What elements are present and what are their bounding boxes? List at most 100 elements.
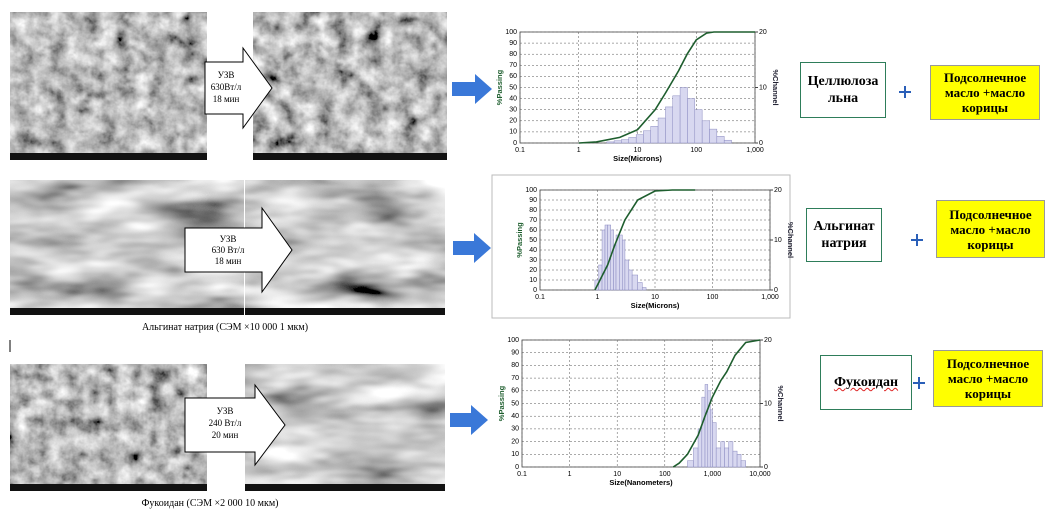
x-tick-label: 10 [613,471,621,478]
y-tick-label: 30 [529,257,537,264]
histogram-bar [672,95,681,144]
passing-curve [578,31,755,144]
y-tick-label: 0 [533,287,537,294]
x-tick-label: 1 [596,294,600,301]
caption: Альгинат натрия (СЭМ ×10 000 1 мкм) [141,322,309,333]
histogram-bar [635,134,644,144]
treatment: 240 Вт/л [209,418,242,428]
treatment: 20 мин [212,430,239,440]
y-tick-label: 10 [511,451,519,458]
histogram-bar [619,234,623,291]
y2-tick-label: 20 [759,29,767,36]
treatment: 630Вт/л [211,82,242,92]
y-tick-label: 100 [525,187,537,194]
histogram-bar [606,141,615,144]
histogram-bar [601,229,606,291]
x-axis-label: Size(Microns) [613,154,662,163]
y-tick-label: 80 [509,51,517,58]
y-axis-label: %Passing [497,385,506,421]
x-tick-label: 1 [568,471,572,478]
y-tick-label: 100 [505,29,517,36]
process-arrow [184,206,293,294]
histogram-bar [740,460,746,468]
treatment: 18 мин [213,94,240,104]
x-tick-label: 0.1 [515,147,525,154]
y-tick-label: 0 [513,140,517,147]
y2-tick-label: 0 [774,287,778,294]
y-tick-label: 80 [529,207,537,214]
y-tick-label: 30 [509,107,517,114]
x-tick-label: 100 [707,294,719,301]
process-arrow [204,46,273,130]
y2-axis-label: %Channel [786,222,795,258]
flow-arrow [452,74,492,104]
histogram-bar [624,259,630,291]
y2-tick-label: 20 [774,187,782,194]
y2-tick-label: 20 [764,337,772,344]
y-tick-label: 10 [529,277,537,284]
y-tick-label: 20 [511,438,519,445]
y-tick-label: 70 [529,217,537,224]
histogram-bar [641,287,647,291]
treatment: УЗВ [220,234,237,244]
histogram-bar [679,87,688,144]
y-tick-label: 70 [509,62,517,69]
x-tick-label: 10,000 [749,471,771,478]
histogram-bar [637,282,643,291]
caption: Фукоидан (СЭМ ×2 000 10 мкм) [141,498,279,509]
histogram-bar [643,130,651,144]
histogram-bar [650,126,659,144]
histogram-bar [657,117,666,144]
y-tick-label: 90 [509,40,517,47]
y-tick-label: 40 [509,95,517,102]
y-tick-label: 60 [529,227,537,234]
additive-box: Подсолнечное масло +масло корицы [933,350,1043,407]
plus-icon [899,86,925,389]
y-tick-label: 100 [507,337,519,344]
histogram-bar [610,229,614,291]
y2-tick-label: 0 [764,464,768,471]
histogram-bar [709,409,713,468]
histogram-bar [724,447,729,468]
histogram-bar [712,422,717,468]
x-tick-label: 100 [659,471,671,478]
x-axis-label: Size(Nanometers) [609,478,673,487]
histogram-bar [613,140,622,144]
x-tick-label: 0.1 [535,294,545,301]
histogram-bar [709,128,718,144]
sem-image [10,364,207,491]
material-box: Фукоидан [820,355,912,410]
y-tick-label: 80 [511,362,519,369]
y-tick-label: 70 [511,375,519,382]
y2-tick-label: 10 [764,400,772,407]
y-tick-label: 60 [509,73,517,80]
additive-box: Подсолнечное масло +масло корицы [936,200,1045,258]
histogram-bar [665,106,673,144]
y-tick-label: 40 [511,413,519,420]
histogram-bar [621,139,630,144]
chart-frame [491,174,791,319]
histogram-bar [736,454,742,468]
y-tick-label: 20 [509,118,517,125]
x-tick-label: 100 [690,147,702,154]
treatment: УЗВ [217,406,234,416]
x-tick-label: 1,000 [746,147,764,154]
passing-curve [594,189,696,291]
y-axis-label: %Passing [495,69,504,105]
histogram-bar [613,244,617,291]
histogram-bar [715,447,722,468]
y2-axis-label: %Channel [776,385,785,421]
y-tick-label: 40 [529,247,537,254]
histogram-bar [687,98,696,144]
sem-images [10,12,447,491]
histogram-bar [694,109,703,144]
additive-box: Подсолнечное масло +масло корицы [930,65,1040,120]
x-tick-label: 10 [634,147,642,154]
y-tick-label: 30 [511,426,519,433]
y2-tick-label: 0 [759,140,763,147]
histogram-bar [704,384,709,468]
histogram-bar [720,441,725,468]
x-tick-label: 1,000 [704,471,722,478]
